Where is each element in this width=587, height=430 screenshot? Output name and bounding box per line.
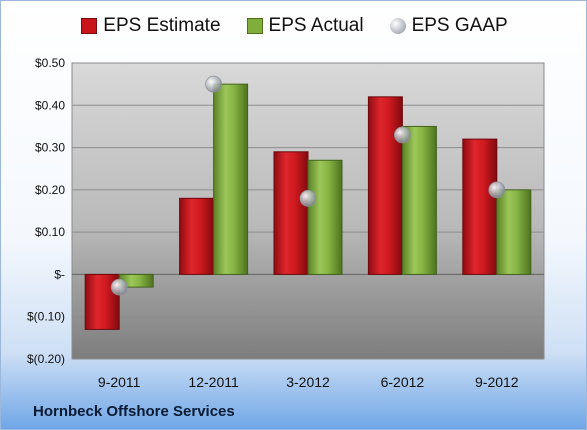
legend-item-gaap: EPS GAAP bbox=[389, 15, 508, 37]
legend-label-estimate: EPS Estimate bbox=[103, 15, 221, 36]
bar-eps-actual bbox=[401, 125, 437, 275]
x-tick-label: 6-2012 bbox=[381, 374, 425, 390]
y-tick-label: $0.40 bbox=[35, 98, 65, 112]
legend-item-actual: EPS Actual bbox=[246, 15, 364, 37]
bar-eps-actual bbox=[307, 159, 343, 275]
y-tick-label: $0.10 bbox=[35, 225, 65, 239]
x-tick-label: 9-2011 bbox=[98, 374, 141, 390]
legend-swatch-actual bbox=[246, 18, 263, 34]
marker-eps-gaap bbox=[488, 181, 506, 199]
bar-eps-estimate bbox=[367, 96, 403, 275]
x-tick-label: 9-2012 bbox=[475, 374, 519, 390]
y-tick-label: $(0.10) bbox=[27, 310, 65, 324]
y-tick-label: $0.20 bbox=[35, 183, 65, 197]
marker-eps-gaap bbox=[205, 75, 223, 93]
legend-label-gaap: EPS GAAP bbox=[411, 15, 508, 36]
y-tick-label: $0.30 bbox=[35, 141, 65, 155]
bar-eps-estimate bbox=[179, 197, 215, 275]
marker-eps-gaap bbox=[110, 278, 128, 296]
legend-swatch-estimate bbox=[81, 18, 98, 34]
bar-eps-actual bbox=[496, 189, 532, 275]
bar-eps-actual bbox=[213, 83, 249, 275]
marker-eps-gaap bbox=[393, 126, 411, 144]
x-tick-label: 3-2012 bbox=[286, 374, 330, 390]
marker-eps-gaap bbox=[299, 189, 317, 207]
legend: EPS Estimate EPS Actual EPS GAAP bbox=[1, 15, 587, 37]
legend-item-estimate: EPS Estimate bbox=[81, 15, 221, 37]
company-name: Hornbeck Offshore Services bbox=[33, 403, 235, 420]
y-tick-label: $(0.20) bbox=[27, 352, 65, 366]
legend-label-actual: EPS Actual bbox=[268, 15, 364, 36]
y-tick-label: $0.50 bbox=[35, 56, 65, 70]
bar-eps-estimate bbox=[273, 151, 309, 275]
bar-eps-estimate bbox=[462, 138, 498, 275]
legend-swatch-gaap bbox=[389, 18, 406, 34]
y-tick-label: $- bbox=[54, 267, 65, 281]
x-tick-label: 12-2011 bbox=[188, 374, 239, 390]
